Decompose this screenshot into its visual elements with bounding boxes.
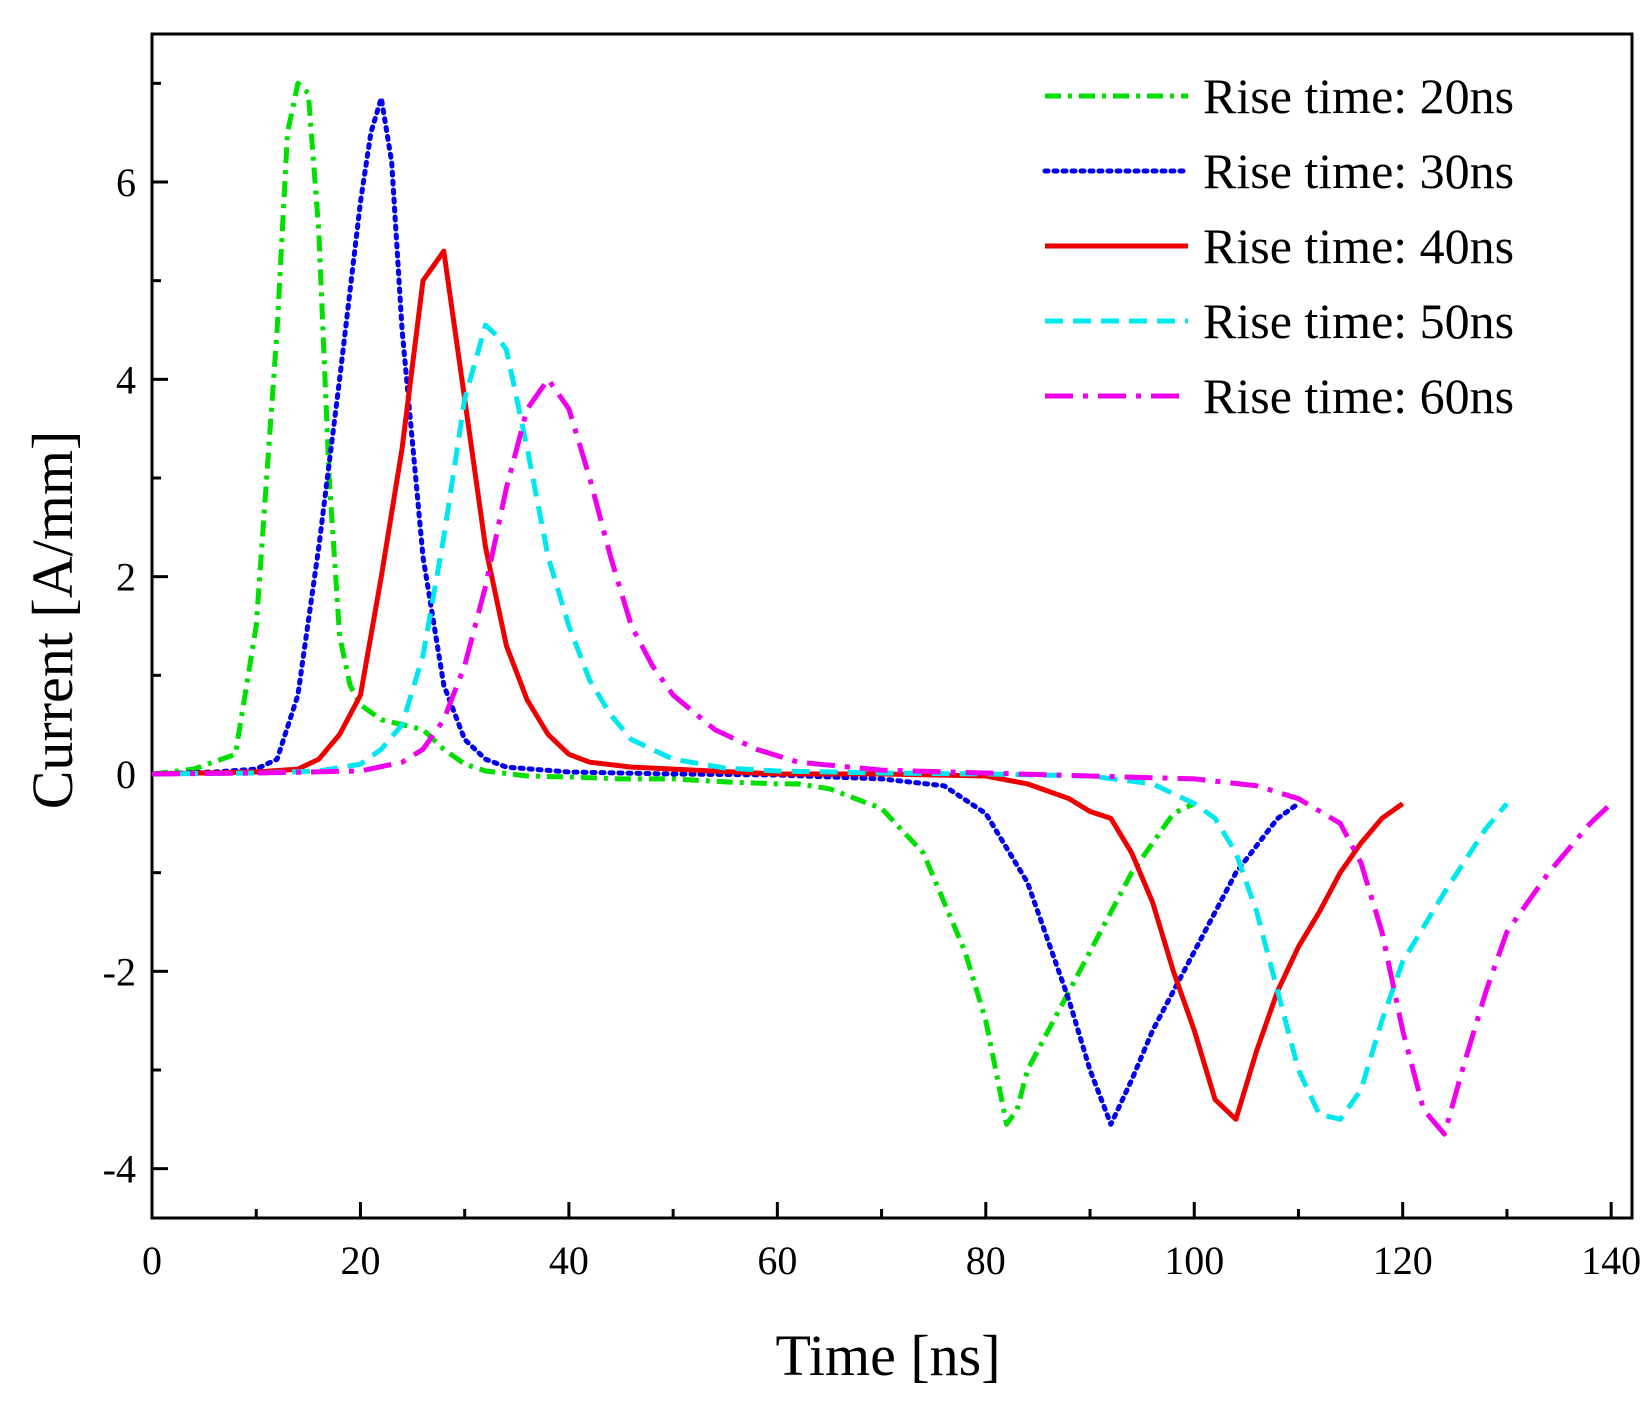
series-line-5 bbox=[152, 376, 1613, 1137]
x-axis-title: Time [ns] bbox=[775, 1323, 1000, 1388]
x-tick-label: 40 bbox=[549, 1238, 589, 1283]
x-tick-label: 140 bbox=[1581, 1238, 1641, 1283]
y-tick-label: 0 bbox=[116, 752, 136, 797]
series-group bbox=[152, 80, 1613, 1137]
legend-label-5: Rise time: 60ns bbox=[1203, 368, 1514, 424]
y-tick-label: -4 bbox=[103, 1147, 136, 1192]
y-tick-label: 6 bbox=[116, 160, 136, 205]
plot-frame bbox=[150, 32, 1634, 1220]
y-axis-title: Current [A/mm] bbox=[20, 431, 85, 810]
y-tick-label: -2 bbox=[103, 949, 136, 994]
legend-label-3: Rise time: 40ns bbox=[1203, 218, 1514, 274]
axes-group: 0 20 40 60 80 100 120 140 -4 -2 0 2 4 6 bbox=[103, 32, 1641, 1283]
x-tick-label: 80 bbox=[966, 1238, 1006, 1283]
series-line-4 bbox=[152, 322, 1509, 1122]
x-tick-label: 20 bbox=[340, 1238, 380, 1283]
y-tick-label: 2 bbox=[116, 555, 136, 600]
x-tick-label: 120 bbox=[1373, 1238, 1433, 1283]
series-line-1 bbox=[152, 80, 1196, 1127]
legend-label-1: Rise time: 20ns bbox=[1203, 68, 1514, 124]
y-tick-label: 4 bbox=[116, 357, 136, 402]
legend: Rise time: 20ns Rise time: 30ns Rise time:… bbox=[1042, 68, 1514, 424]
x-tick-label: 0 bbox=[142, 1238, 162, 1283]
x-tick-label: 60 bbox=[757, 1238, 797, 1283]
legend-label-4: Rise time: 50ns bbox=[1203, 293, 1514, 349]
x-tick-label: 100 bbox=[1164, 1238, 1224, 1283]
series-line-2 bbox=[152, 95, 1301, 1127]
legend-label-2: Rise time: 30ns bbox=[1203, 143, 1514, 199]
